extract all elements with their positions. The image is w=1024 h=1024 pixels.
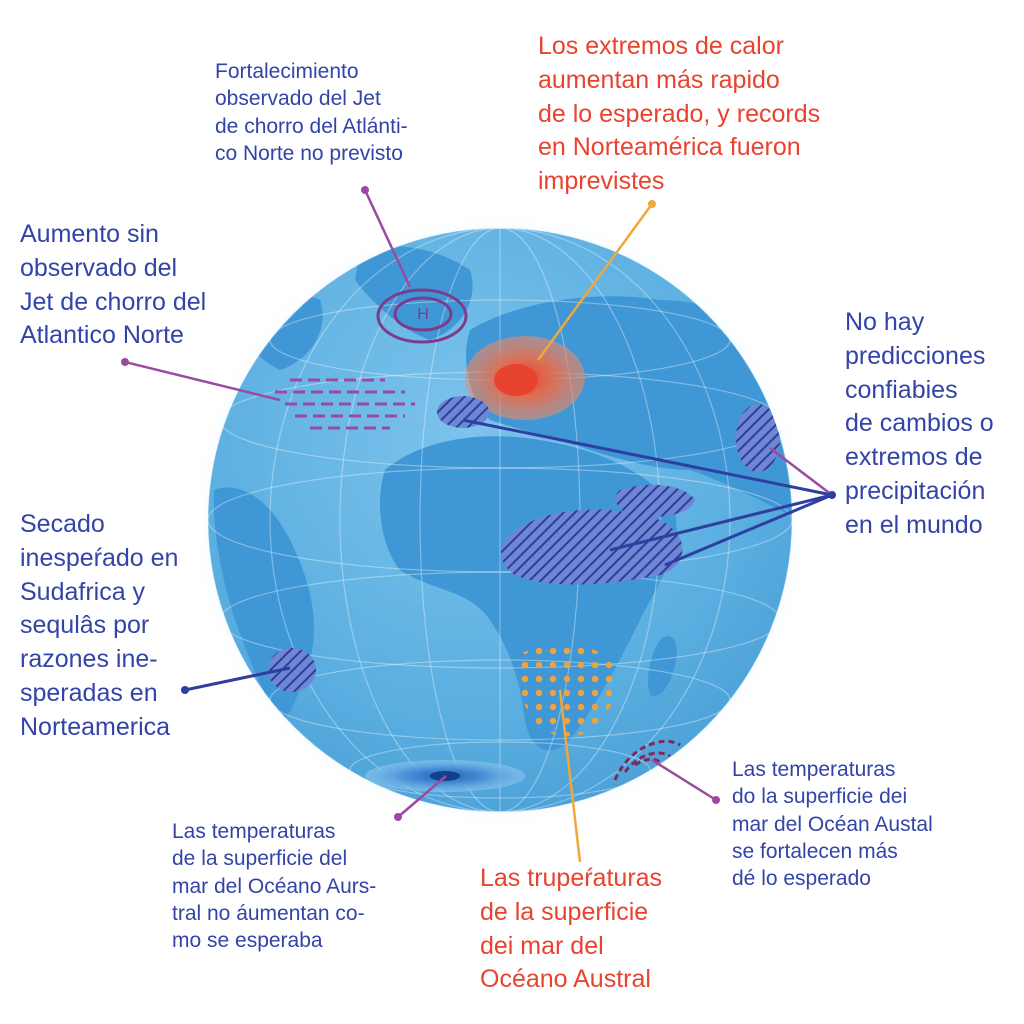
- label-jet-unforeseen: Fortalecimiento observado del Jet de cho…: [215, 60, 408, 165]
- leader-sst-strengthen: [651, 758, 717, 802]
- label-no-predictions: No hay predicciones confiabies de cambio…: [845, 308, 994, 539]
- leader-heat-extremes: [536, 203, 654, 361]
- leader-no-predictions-sahel: [609, 493, 833, 552]
- south-asia-hatch: [736, 404, 780, 472]
- jet-stream-icon: [275, 378, 415, 430]
- leader-sst-no-increase: [397, 775, 447, 818]
- leader-drying: [184, 666, 291, 692]
- label-jet-increase: Aumento sin observado del Jet de chorro …: [20, 220, 207, 350]
- leader-no-predictions-asia: [769, 447, 833, 496]
- label-heat-extremes: Los extremos de calor aumentan más rapid…: [538, 32, 821, 195]
- leader-lines: [121, 186, 836, 863]
- leader-no-predictions-east-africa: [664, 493, 833, 567]
- leader-dot: [361, 186, 369, 194]
- high-pressure-marker: H: [417, 306, 429, 323]
- leader-sst-red: [558, 689, 582, 863]
- label-drying: Secado inespeŕado en Sudafrica y sequlâs…: [20, 510, 179, 741]
- sahel-hatch: [501, 509, 683, 585]
- leader-dot: [648, 200, 656, 208]
- label-sst-strengthen: Las temperaturas do la superficie dei ma…: [732, 758, 933, 891]
- leader-no-predictions-iberia: [462, 418, 833, 497]
- south-america-hatch: [268, 648, 316, 692]
- label-sst-red: Las trupeŕaturas de la superficie dei ma…: [480, 864, 663, 994]
- southern-africa-dots: [517, 644, 616, 737]
- east-africa-hatch: [615, 484, 695, 517]
- sst-strengthen-icon: [613, 739, 681, 781]
- leader-jet-unforeseen: [363, 189, 412, 288]
- heat-core: [494, 364, 538, 396]
- leader-dot: [121, 358, 129, 366]
- iberia-hatch: [437, 396, 489, 428]
- leader-dot: [712, 796, 720, 804]
- high-pressure-icon: H: [376, 288, 468, 344]
- leader-dot: [394, 813, 402, 821]
- label-sst-no-increase: Las temperaturas de la superficie del ma…: [172, 820, 377, 953]
- leader-dot: [181, 686, 189, 694]
- leader-dot: [828, 491, 836, 499]
- leader-jet-increase: [124, 360, 281, 402]
